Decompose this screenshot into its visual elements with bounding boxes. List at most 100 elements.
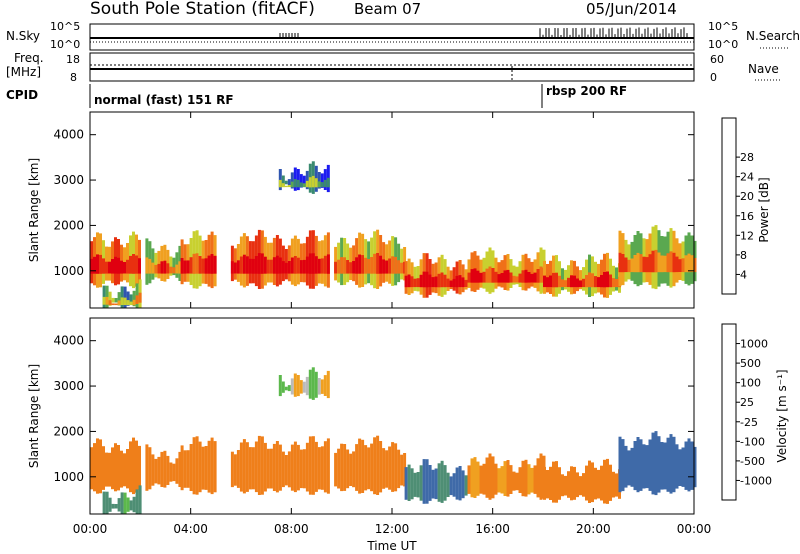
- data-cell: [515, 266, 519, 285]
- data-cell: [290, 172, 294, 189]
- data-cell: [443, 465, 447, 501]
- cpid-segment-1: normal (fast) 151 RF: [94, 93, 234, 107]
- data-cell: [129, 441, 132, 493]
- velocity-bands: [90, 367, 697, 514]
- data-cell: [549, 466, 552, 500]
- data-cell: [281, 175, 285, 187]
- data-core-cell: [428, 274, 432, 288]
- cpid-row: CPID normal (fast) 151 RF rbsp 200 RF: [6, 84, 627, 108]
- data-cell: [669, 434, 673, 494]
- data-cell: [524, 459, 528, 497]
- data-core-cell: [419, 274, 423, 288]
- data-cell: [260, 436, 264, 495]
- data-cell: [323, 375, 327, 396]
- data-core-cell: [527, 272, 531, 283]
- data-cell: [239, 442, 243, 492]
- data-cell: [129, 500, 133, 511]
- velocity-yticks: 1000 2000 3000 4000: [53, 334, 694, 484]
- data-core-cell: [343, 257, 347, 274]
- data-core-cell: [192, 253, 196, 274]
- data-cell: [320, 446, 324, 490]
- data-cell: [120, 492, 124, 514]
- data-core-cell: [117, 257, 120, 274]
- data-cell: [488, 453, 492, 500]
- data-core-cell: [278, 257, 282, 274]
- data-cell: [678, 449, 682, 486]
- data-cell: [642, 444, 646, 489]
- cpid-label: CPID: [6, 88, 38, 102]
- data-core-cell: [340, 257, 344, 274]
- data-core-cell: [242, 254, 246, 274]
- data-core-cell: [536, 269, 540, 283]
- data-cell: [627, 450, 631, 486]
- data-cell: [248, 447, 252, 490]
- data-cell: [210, 437, 214, 495]
- data-core-cell: [320, 258, 324, 274]
- data-cell: [117, 445, 120, 491]
- colorbar-tick-label: 24: [740, 171, 754, 184]
- data-core-cell: [114, 303, 118, 306]
- data-core-cell: [558, 275, 561, 288]
- data-cell: [407, 464, 411, 501]
- data-core-cell: [388, 258, 392, 274]
- data-cell: [536, 458, 540, 498]
- data-cell: [299, 380, 303, 394]
- data-core-cell: [263, 256, 267, 274]
- beam-label: Beam 07: [354, 0, 421, 18]
- data-cell: [464, 475, 468, 496]
- data-cell: [343, 444, 347, 491]
- data-core-cell: [639, 254, 643, 273]
- data-core-cell: [458, 275, 462, 288]
- data-cell: [281, 451, 285, 488]
- data-core-cell: [485, 268, 489, 283]
- data-cell: [527, 464, 531, 495]
- data-cell: [636, 437, 640, 493]
- data-core-cell: [651, 250, 655, 273]
- data-core-cell: [352, 261, 356, 274]
- data-cell: [108, 497, 112, 512]
- data-core-cell: [358, 254, 362, 274]
- data-core-cell: [434, 276, 438, 288]
- ytick-label: 3000: [53, 173, 84, 187]
- data-core-cell: [464, 279, 468, 287]
- ytick-label: 4000: [53, 334, 84, 348]
- noise-right-label: N.Search: [746, 29, 800, 43]
- data-cell: [419, 465, 423, 501]
- data-cell: [138, 445, 141, 490]
- data-core-cell: [564, 280, 567, 287]
- data-cell: [373, 437, 377, 495]
- data-core-cell: [120, 297, 124, 305]
- data-cell: [533, 465, 537, 494]
- data-cell: [476, 461, 480, 496]
- xtick-label: 04:00: [173, 522, 208, 536]
- data-cell: [422, 459, 426, 504]
- data-cell: [382, 448, 386, 489]
- data-core-cell: [672, 252, 676, 273]
- data-cell: [482, 463, 486, 495]
- data-core-cell: [597, 277, 600, 288]
- data-core-cell: [254, 256, 258, 274]
- data-cell: [114, 504, 118, 509]
- data-cell: [166, 455, 170, 485]
- xtick-label: 16:00: [475, 522, 510, 536]
- ytick-label: 4000: [53, 128, 84, 142]
- data-core-cell: [397, 260, 401, 274]
- data-cell: [287, 451, 291, 488]
- data-cell: [213, 441, 217, 493]
- data-core-cell: [207, 255, 211, 274]
- data-core-cell: [178, 261, 182, 274]
- data-core-cell: [379, 255, 383, 274]
- data-cell: [503, 461, 507, 496]
- data-core-cell: [370, 257, 374, 274]
- data-cell: [573, 466, 576, 500]
- data-core-cell: [105, 261, 108, 274]
- colorbar-tick-label: 25: [740, 396, 754, 409]
- data-cell: [334, 452, 338, 487]
- figure-title: South Pole Station (fitACF): [90, 0, 315, 19]
- data-cell: [521, 460, 525, 497]
- data-core-cell: [163, 260, 167, 274]
- data-cell: [114, 443, 117, 492]
- data-cell: [157, 456, 161, 485]
- data-cell: [290, 444, 294, 491]
- data-cell: [410, 468, 414, 500]
